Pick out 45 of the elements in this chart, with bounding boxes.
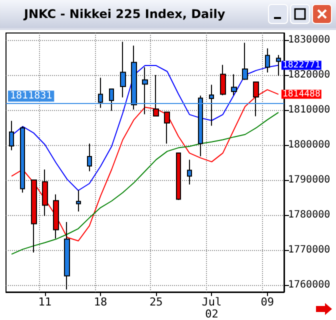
candlestick: [209, 84, 214, 126]
candlestick: [242, 42, 248, 80]
y-tick-label: 1780000: [288, 210, 330, 220]
candlestick: [265, 48, 270, 74]
candlestick: [20, 126, 25, 194]
y-tick-label: 1810000: [288, 104, 330, 116]
candlestick: [64, 222, 70, 290]
candlestick: [9, 120, 14, 151]
x-tick-label: Jul 02: [202, 296, 222, 320]
candlestick: [164, 112, 170, 144]
x-tick-label: 11: [38, 296, 52, 308]
x-tick-label: 25: [149, 296, 163, 308]
candlestick: [42, 169, 48, 217]
candlestick: [153, 74, 159, 116]
x-tick-label: 09: [260, 296, 274, 308]
candlestick: [231, 74, 237, 96]
candlestick: [187, 159, 192, 186]
y-tick-label: 1760000: [288, 280, 330, 290]
y-tick-label: 1770000: [288, 244, 330, 256]
y-tick-label: 1820000: [288, 70, 330, 80]
candlestick: [176, 152, 181, 200]
x-tick-label: 18: [94, 296, 108, 308]
candlestick: [31, 180, 37, 253]
line-series: [11, 64, 279, 191]
candlestick: [120, 41, 126, 98]
data-label: 1822771: [282, 60, 320, 70]
candlestick: [253, 82, 259, 117]
data-label: 1814488: [282, 89, 320, 100]
line-series: [11, 89, 279, 242]
ref-line-label: 1811831: [10, 90, 52, 102]
candlestick: [131, 45, 137, 110]
candlestick: [198, 95, 203, 157]
candlestick: [87, 143, 92, 172]
y-tick-label: 1830000: [288, 34, 330, 46]
line-series: [11, 112, 279, 255]
candlestick: [53, 194, 59, 239]
y-tick-label: 1800000: [288, 140, 330, 150]
y-tick-label: 1790000: [288, 174, 330, 186]
candlestick: [98, 77, 103, 108]
chart-title: JNKC - Nikkei 225 Index, Daily: [24, 7, 226, 21]
candlestick: [276, 54, 281, 76]
candlestick: [76, 190, 81, 212]
candlestick: [109, 88, 114, 112]
candlestick: [142, 66, 148, 115]
candlestick: [220, 64, 226, 96]
